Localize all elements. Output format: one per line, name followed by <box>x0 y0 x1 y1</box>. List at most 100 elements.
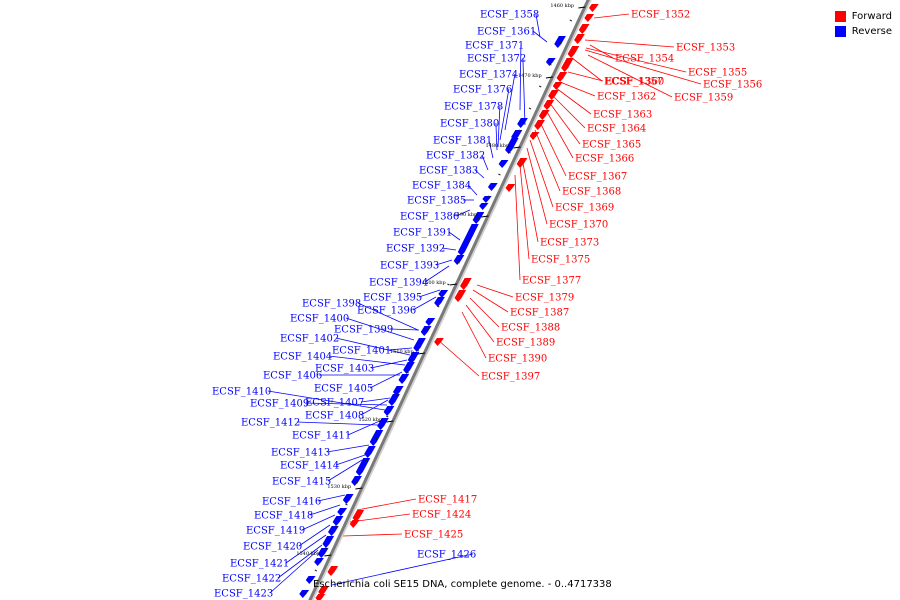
leader-line <box>545 109 574 159</box>
reverse-gene-label: ECSF_1392 <box>386 244 445 255</box>
reverse-gene-label: ECSF_1407 <box>305 398 364 409</box>
leader-line <box>519 44 522 111</box>
forward-gene-feature <box>454 290 467 302</box>
gene-labels: ECSF_1358 ECSF_1361 ECSF_1371 ECSF_1372 ECSF… <box>212 10 762 600</box>
forward-gene-feature <box>327 566 339 576</box>
forward-gene-label: ECSF_1389 <box>496 338 555 349</box>
leader-line <box>532 30 548 43</box>
minor-tick <box>447 283 450 286</box>
leader-line <box>418 289 441 298</box>
reverse-gene-feature <box>545 58 556 66</box>
forward-gene-feature <box>552 82 563 90</box>
reverse-gene-label: ECSF_1384 <box>412 181 471 192</box>
leader-line <box>469 297 500 328</box>
leader-line <box>526 147 548 225</box>
genome-axis <box>308 0 590 600</box>
leader-line <box>317 494 346 502</box>
minor-tick <box>436 305 440 308</box>
reverse-gene-label: ECSF_1358 <box>480 10 539 21</box>
forward-gene-label: ECSF_1370 <box>549 220 608 231</box>
minor-tick <box>549 63 552 66</box>
reverse-gene-feature <box>438 290 449 298</box>
minor-tick <box>477 217 481 220</box>
tick-label: 1490 kbp <box>453 212 477 218</box>
reverse-gene-feature <box>305 576 316 584</box>
leader-line <box>455 209 471 217</box>
forward-gene-label: ECSF_1364 <box>587 124 646 135</box>
reverse-gene-label: ECSF_1411 <box>292 431 351 442</box>
leader-line <box>335 337 411 356</box>
reverse-gene-label: ECSF_1420 <box>243 542 302 553</box>
reverse-gene-label: ECSF_1361 <box>477 27 536 38</box>
forward-gene-feature <box>318 586 329 596</box>
tick-label: 1540 kbp <box>296 551 320 557</box>
reverse-gene-label: ECSF_1400 <box>290 314 349 325</box>
leader-line <box>499 88 510 141</box>
forward-gene-label: ECSF_1366 <box>575 154 634 165</box>
minor-tick <box>559 41 562 44</box>
forward-gene-label: ECSF_1373 <box>540 238 599 249</box>
leader-line <box>534 129 561 192</box>
reverse-gene-label: ECSF_1413 <box>271 448 330 459</box>
leader-line <box>435 259 453 266</box>
minor-tick <box>345 503 348 506</box>
forward-gene-feature <box>352 510 365 522</box>
leader-line <box>269 549 319 594</box>
leader-line <box>424 265 450 283</box>
reverse-gene-label: ECSF_1405 <box>314 384 373 395</box>
reverse-gene-label: ECSF_1416 <box>262 497 321 508</box>
reverse-gene-feature <box>355 458 371 476</box>
forward-gene-feature <box>588 4 599 12</box>
forward-gene-label: ECSF_1424 <box>412 510 471 521</box>
forward-gene-feature <box>543 100 555 110</box>
legend-reverse: Reverse <box>834 24 892 39</box>
leader-line <box>448 231 461 241</box>
tick-label: 1520 kbp <box>358 417 382 423</box>
forward-gene-label: ECSF_1357 <box>604 77 663 88</box>
forward-gene-label: ECSF_1367 <box>568 172 627 183</box>
reverse-gene-label: ECSF_1415 <box>272 477 331 488</box>
gene-features <box>299 4 599 600</box>
leader-line <box>476 284 514 298</box>
reverse-gene-feature <box>407 352 420 364</box>
minor-tick <box>569 19 573 22</box>
leader-line <box>522 57 526 126</box>
forward-gene-feature <box>561 58 574 72</box>
tick-mark <box>417 352 426 355</box>
tick-label: 1510 kbp <box>390 349 414 355</box>
reverse-gene-label: ECSF_1421 <box>230 559 289 570</box>
minor-tick <box>386 415 389 418</box>
reverse-gene-feature <box>479 203 489 210</box>
reverse-gene-feature <box>517 118 528 128</box>
leader-line <box>342 533 403 537</box>
leader-line <box>539 121 567 177</box>
forward-gene-feature <box>534 120 545 130</box>
reverse-gene-feature <box>434 297 445 307</box>
reverse-gene-feature <box>314 558 324 566</box>
tick-mark <box>449 283 458 286</box>
leader-line <box>548 101 581 145</box>
leader-line <box>298 524 331 547</box>
forward-gene-label: ECSF_1362 <box>597 92 656 103</box>
minor-tick <box>487 195 491 198</box>
minor-tick <box>528 107 532 110</box>
legend-forward-label: Forward <box>851 11 892 22</box>
reverse-gene-feature <box>351 476 362 486</box>
reverse-gene-feature <box>420 326 432 336</box>
forward-gene-label: ECSF_1365 <box>582 140 641 151</box>
reverse-gene-label: ECSF_1412 <box>241 418 300 429</box>
reverse-gene-label: ECSF_1396 <box>357 306 416 317</box>
forward-gene-feature <box>574 34 585 44</box>
leader-line <box>370 359 408 369</box>
forward-gene-feature <box>315 594 326 600</box>
tick-mark <box>324 554 332 557</box>
tick-label: 1480 kbp <box>485 143 509 149</box>
reverse-gene-feature <box>364 446 376 458</box>
leader-line <box>437 339 480 377</box>
reverse-gene-label: ECSF_1381 <box>433 136 492 147</box>
forward-gene-feature <box>529 132 540 140</box>
tick-label: 1530 kbp <box>327 484 351 490</box>
tick-mark <box>545 76 553 79</box>
genome-caption: Escherichia coli SE15 DNA, complete geno… <box>313 579 612 590</box>
